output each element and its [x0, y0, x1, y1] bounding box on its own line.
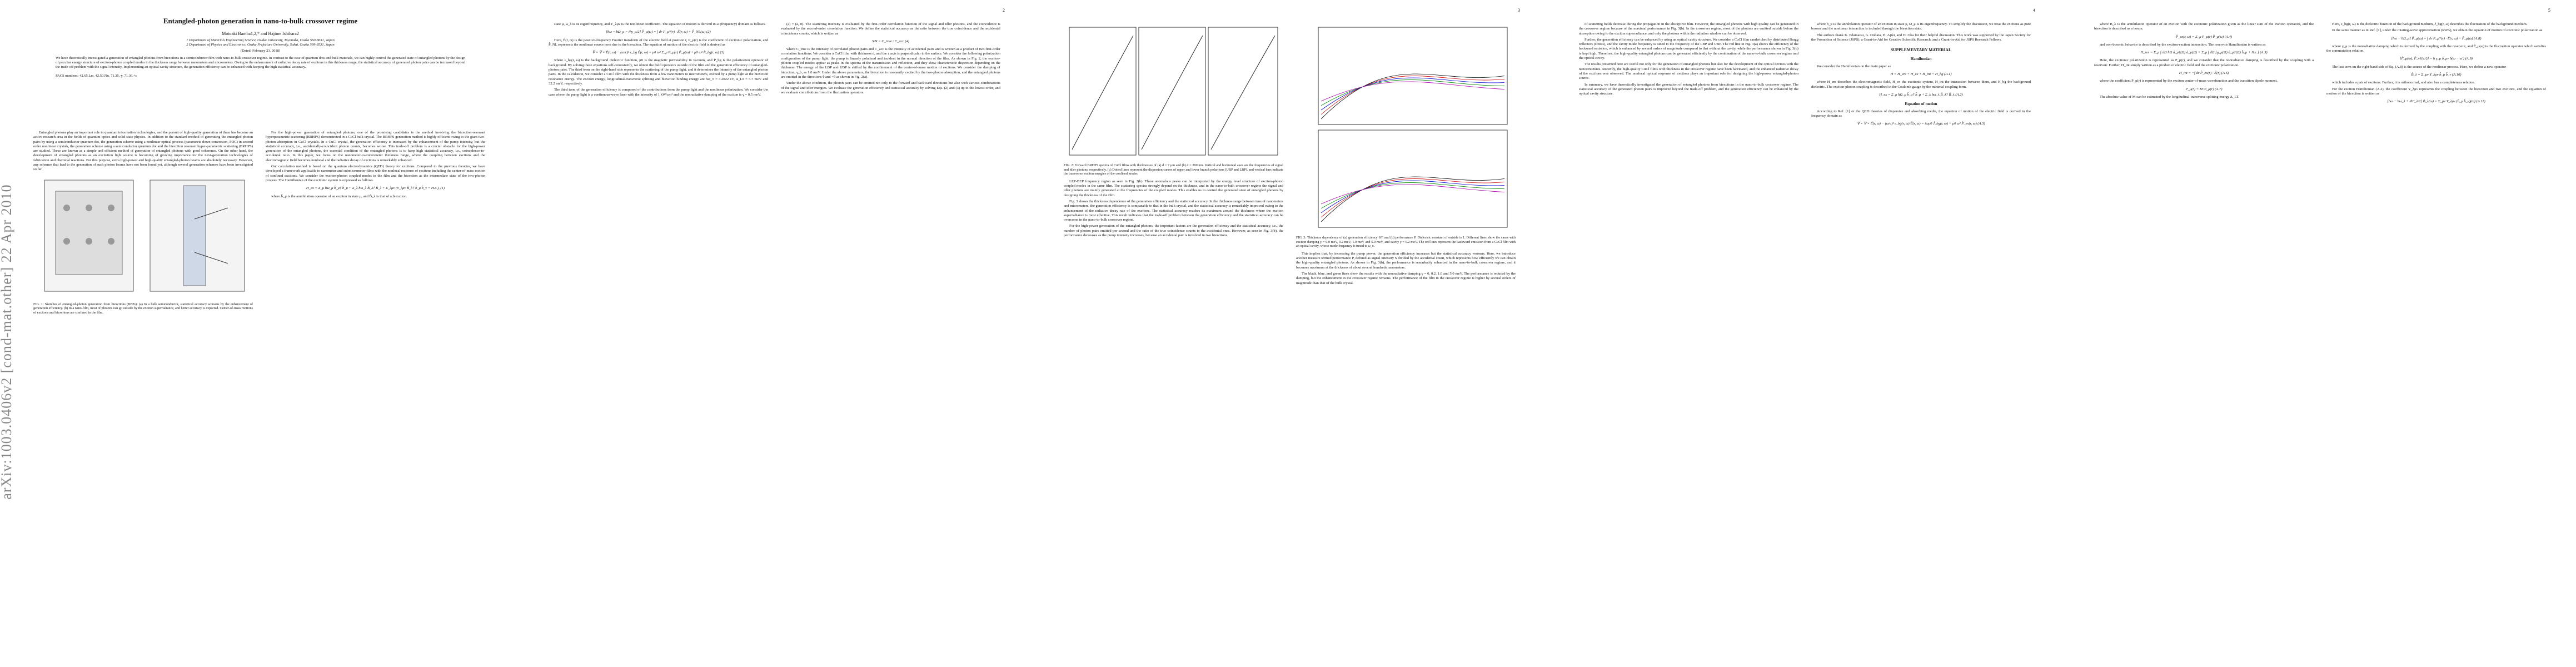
paragraph: The black, blue, and green lines show th… — [1296, 271, 1516, 285]
column: FIG. 3: Thickness dependence of (a) gene… — [1296, 22, 1516, 656]
pacs: PACS numbers: 42.65.Lm, 42.50.Nn, 71.35.… — [56, 74, 137, 78]
paragraph: (a) = (a, 0). The scattering intensity i… — [781, 22, 1000, 36]
column: For the high-power generation of entangl… — [266, 131, 485, 656]
figure-art — [1069, 27, 1278, 156]
heading: Hamiltonian — [1910, 57, 1932, 62]
paragraph: state μ, ω_λ is its eigenfrequency, and … — [554, 22, 766, 26]
heading: SUPPLEMENTARY MATERIAL — [1891, 47, 1951, 53]
paragraph: where the coefficient P_μ(r) is represen… — [2100, 79, 2278, 83]
figure: FIG. 3: Thickness dependence of (a) gene… — [1296, 24, 1516, 248]
paragraph: The third term of the generation efficie… — [549, 88, 768, 97]
equation: H_int = −∫ dr P̂_ex(r) · Ê(r) (A.6) — [2179, 71, 2229, 76]
front-matter: Entangled-photon generation in nano-to-b… — [33, 17, 487, 78]
page-number: 5 — [2548, 8, 2550, 13]
paragraph: where b̂_μ is the annihilation operator … — [271, 194, 407, 198]
figure-art — [44, 180, 245, 292]
figure-caption: FIG. 2: Forward BRHPS spectra of CuCl fi… — [1064, 163, 1283, 176]
title: Entangled-photon generation in nano-to-b… — [163, 17, 358, 25]
paragraph: Here, Ê(r, ω) is the positive-frequency … — [549, 38, 768, 47]
paragraph: The last term on the right-hand side of … — [2332, 64, 2507, 69]
paragraph: This implies that, by increasing the pum… — [1296, 251, 1516, 270]
figure-caption: FIG. 3: Thickness dependence of (a) gene… — [1296, 236, 1516, 248]
date: (Dated: February 23, 2018) — [240, 49, 281, 53]
figure-art — [1318, 27, 1508, 228]
paragraph: In summary, we have theoretically invest… — [1579, 82, 1798, 96]
equation: H = H_em + H_ex + H_int + H_bg (A.1) — [1890, 72, 1952, 77]
paragraph: In the same manner as in Ref. [1], under… — [2332, 28, 2543, 33]
equation: ∇ × ∇ × Ê(r, ω) − (ω/c)² ε_bg(r, ω) Ê(r,… — [1857, 122, 1985, 126]
paragraph: We consider the Hamiltonian on the main … — [1817, 64, 1891, 68]
paragraph: where b̂_μ is the annihilation operator … — [1811, 22, 2031, 31]
page: 5 where B̂_λ is the annihilation operator… — [2061, 0, 2576, 667]
paragraph: Our calculation method is based on the q… — [266, 165, 485, 182]
heading: Equation of motion — [1905, 102, 1937, 107]
column: (a) = (a, 0). The scattering intensity i… — [781, 22, 1000, 656]
affiliation: 2 Department of Physics and Electronics,… — [186, 43, 335, 47]
paragraph: The authors thank K. Edamatsu, G. Oohata… — [1811, 33, 2031, 42]
paragraph: where ε_bg(r, ω) is the background diele… — [549, 58, 768, 86]
page-number: 2 — [1003, 8, 1005, 13]
paragraph: Fig. 3 shows the thickness dependence of… — [1064, 199, 1283, 222]
page: 2 state μ, ω_λ is its eigenfrequency, and… — [515, 0, 1030, 667]
paragraph: According to Ref. [1] or the QED theorie… — [1811, 109, 2031, 118]
column: of scattering fields decrease during the… — [1579, 22, 1798, 656]
paragraph: where B̂_λ is the annihilation operator … — [2094, 22, 2314, 31]
paragraph: where H_em describes the electromagnetic… — [1811, 80, 2031, 89]
paragraph: For the high-power generation of entangl… — [266, 131, 485, 162]
equation: P_μ(r) = M Φ_μ(r) (A.7) — [2185, 87, 2223, 91]
abstract: We have theoretically investigated a gen… — [56, 56, 465, 69]
page: Entangled-photon generation in nano-to-b… — [0, 0, 515, 667]
paragraph: Here, the excitonic polarization is repr… — [2094, 58, 2314, 67]
column: FIG. 2: Forward BRHPS spectra of CuCl fi… — [1064, 22, 1283, 656]
paragraph: For the exciton Hamiltonian (A.2), the c… — [2326, 87, 2546, 96]
page-number: 4 — [2033, 8, 2035, 13]
affiliation: 1 Department of Materials Engineering Sc… — [186, 38, 335, 42]
equation: B̂_λ = Σ_μν Y_λμν b̂_μ b̂_ν (A.10) — [2411, 73, 2462, 77]
paragraph: The absolute value of M can be estimated… — [2100, 94, 2239, 99]
authors: Motoaki Bamba1,2,* and Hajime Ishihara2 — [222, 31, 299, 36]
paragraph: Entangled photons play an important role… — [33, 131, 253, 172]
figure-caption: FIG. 1: Sketches of entangled-photon gen… — [33, 302, 253, 315]
paragraph: and non-bosonic behavior is described by… — [2100, 42, 2266, 47]
paragraph: For the high-power generation of the ent… — [1064, 224, 1283, 238]
paragraph: Under the above condition, the photon pa… — [781, 81, 1000, 94]
paragraph: Here, ε_bg(r, ω) is the dielectric funct… — [2332, 22, 2528, 26]
equation: ∇ × ∇ × Ê(r, ω) − (ω/c)² ε_bg Ê(r, ω) = … — [592, 51, 725, 55]
column: Entangled photons play an important role… — [33, 131, 253, 656]
equation: [ħω − ħω_λ + iħΓ_λ/2] B̂_λ(ω) = Σ_μν Y_λ… — [2387, 99, 2485, 104]
page: 4 of scattering fields decrease during th… — [1546, 0, 2061, 667]
equation: H_res = Σ_μ ∫ dΩ ħΩ â_μ†(Ω) â_μ(Ω) + Σ_μ… — [2140, 51, 2268, 55]
column: where B̂_λ is the annihilation operator … — [2094, 22, 2314, 656]
paragraph: of scattering fields decrease during the… — [1579, 22, 1798, 36]
figure: FIG. 1: Sketches of entangled-photon gen… — [33, 175, 253, 315]
paragraph: LEP-BEP frequency region as seen in Fig.… — [1064, 179, 1283, 197]
equation: [ħω − ħΩ_μ] P̂_μ(ω) = ∫ dr P_μ*(r) · Ê(r… — [2391, 36, 2482, 41]
column: state μ, ω_λ is its eigenfrequency, and … — [549, 22, 768, 656]
paragraph: which includes a pair of excitons. Furth… — [2332, 81, 2475, 85]
page: 3 FIG. 2: Forward BRHPS spectra of CuCl f… — [1030, 0, 1546, 667]
equation: H_ex = Σ_μ ħΩ_μ b̂_μ† b̂_μ + Σ_λ ħω_λ B̂… — [306, 186, 445, 191]
paragraph: The results presented here are useful no… — [1579, 62, 1798, 81]
paragraph: where C_true is the intensity of correla… — [781, 47, 1000, 79]
equation: [ħω − ħΩ_μ − iħγ_μ/2] P̂_μ(ω) = ∫ dr P_μ… — [606, 30, 711, 34]
equation: P̂_ex(r, ω) = Σ_μ P_μ(r) P̂_μ(ω) (A.4) — [2175, 34, 2233, 39]
column: Here, ε_bg(r, ω) is the dielectric funct… — [2326, 22, 2546, 656]
equation: [F̂_μ(ω), F̂_ν†(ω′)] = ħ γ_μ δ_μν δ(ω − … — [2400, 57, 2473, 61]
column: where b̂_μ is the annihilation operator … — [1811, 22, 2031, 656]
paragraph: Further, the generation efficiency can b… — [1579, 37, 1798, 61]
equation: S/N = C_true / C_acc (4) — [872, 39, 909, 43]
figure: FIG. 2: Forward BRHPS spectra of CuCl fi… — [1064, 24, 1283, 176]
page-number: 3 — [1518, 8, 1520, 13]
paragraph: where γ_μ is the nonradiative damping wh… — [2326, 44, 2546, 53]
equation: H_ex = Σ_μ ħΩ_μ b̂_μ† b̂_μ + Σ_λ ħω_λ B̂… — [1879, 92, 1963, 97]
